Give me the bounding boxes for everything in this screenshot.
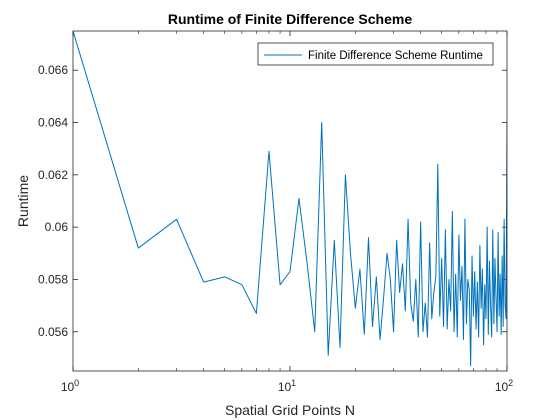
axes-box bbox=[72, 30, 508, 372]
x-tick-label: 101 bbox=[278, 378, 296, 394]
y-tick-label: 0.064 bbox=[38, 116, 68, 130]
chart-title: Runtime of Finite Difference Scheme bbox=[168, 11, 412, 27]
legend-box bbox=[257, 42, 494, 66]
series-lines bbox=[73, 31, 507, 367]
series-line-0 bbox=[73, 31, 507, 367]
y-tick-label: 0.056 bbox=[38, 325, 68, 339]
legend-entry: Finite Difference Scheme Runtime bbox=[308, 50, 483, 62]
y-tick-label: 0.058 bbox=[38, 272, 68, 286]
x-axis-label: Spatial Grid Points N bbox=[225, 402, 355, 418]
y-tick-labels: 0.056 0.058 0.06 0.062 0.064 0.066 bbox=[38, 63, 68, 339]
x-tick-label: 100 bbox=[61, 378, 79, 394]
x-tick-label: 102 bbox=[495, 378, 513, 394]
y-tick-label: 0.066 bbox=[38, 63, 68, 77]
plot-area bbox=[73, 31, 507, 371]
legend: Finite Difference Scheme Runtime bbox=[257, 42, 494, 66]
x-tick-labels: 100 101 102 bbox=[61, 378, 513, 394]
y-tick-label: 0.062 bbox=[38, 168, 68, 182]
y-tick-label: 0.06 bbox=[45, 220, 69, 234]
y-axis-label: Runtime bbox=[15, 175, 31, 227]
